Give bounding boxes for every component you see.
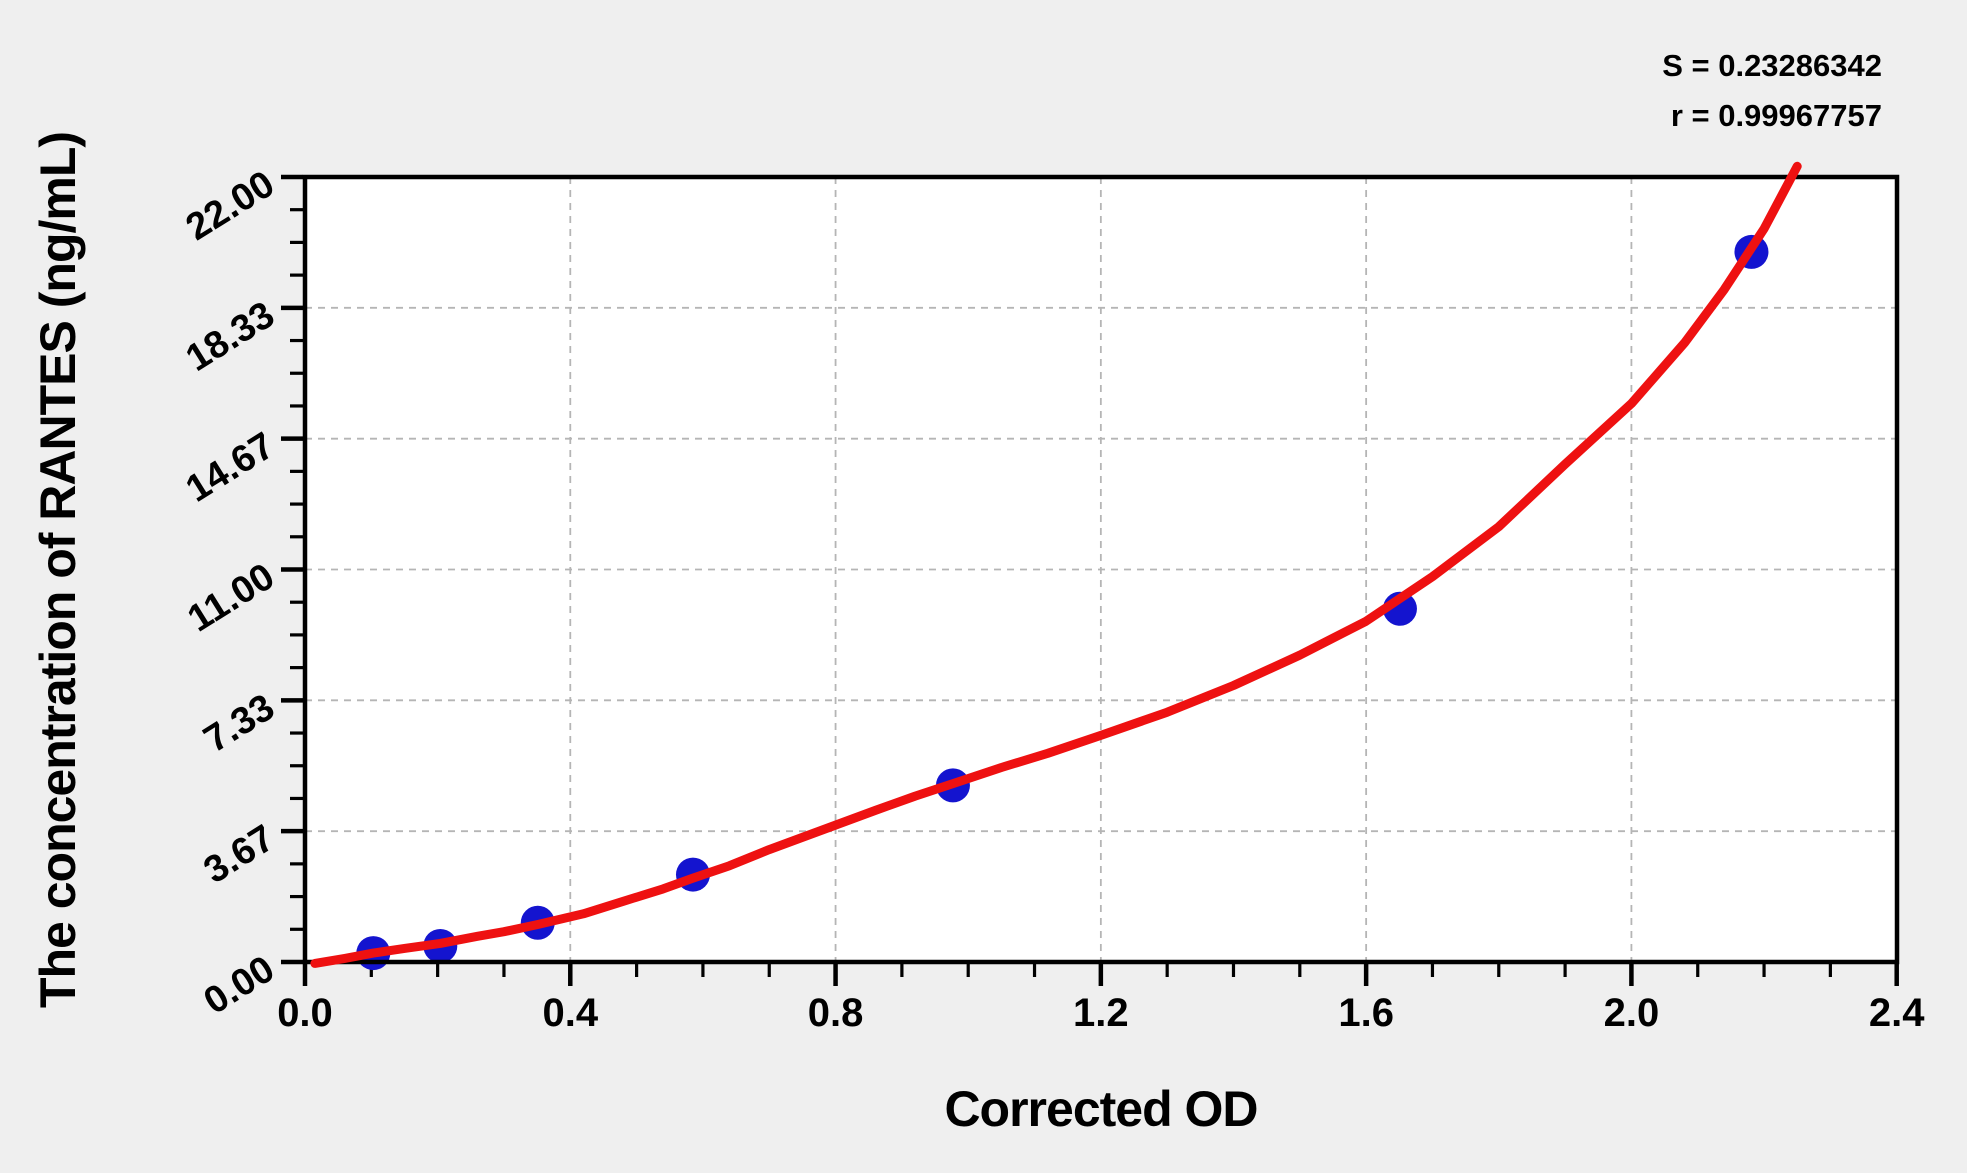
- x-axis-title: Corrected OD: [944, 1081, 1257, 1137]
- y-tick-label: 3.67: [197, 817, 282, 892]
- fit-curve-line: [310, 161, 1802, 968]
- y-tick-label: 14.67: [179, 425, 282, 511]
- plot-frame: [302, 174, 1900, 965]
- y-tick-label: 0.00: [197, 948, 282, 1023]
- x-tick-label: 2.0: [1604, 991, 1660, 1035]
- stat-s-label: S = 0.23286342: [1662, 48, 1882, 83]
- x-tick-label: 0.4: [542, 991, 598, 1035]
- x-tick-label: 0.8: [808, 991, 864, 1035]
- x-tick-label: 1.2: [1073, 991, 1129, 1035]
- x-tick-label: 0.0: [277, 991, 333, 1035]
- y-tick-label: 22.00: [179, 163, 282, 249]
- axis-ticks: [281, 174, 1899, 986]
- x-tick-label: 2.4: [1869, 991, 1925, 1035]
- y-axis-title: The concentration of RANTES (ng/mL): [30, 132, 86, 1008]
- gridlines: [305, 177, 1897, 962]
- y-tick-label: 18.33: [179, 294, 282, 380]
- y-tick-label: 7.33: [197, 686, 282, 761]
- stat-r-label: r = 0.99967757: [1671, 98, 1882, 133]
- y-tick-label: 11.00: [181, 556, 282, 641]
- x-tick-label: 1.6: [1338, 991, 1394, 1035]
